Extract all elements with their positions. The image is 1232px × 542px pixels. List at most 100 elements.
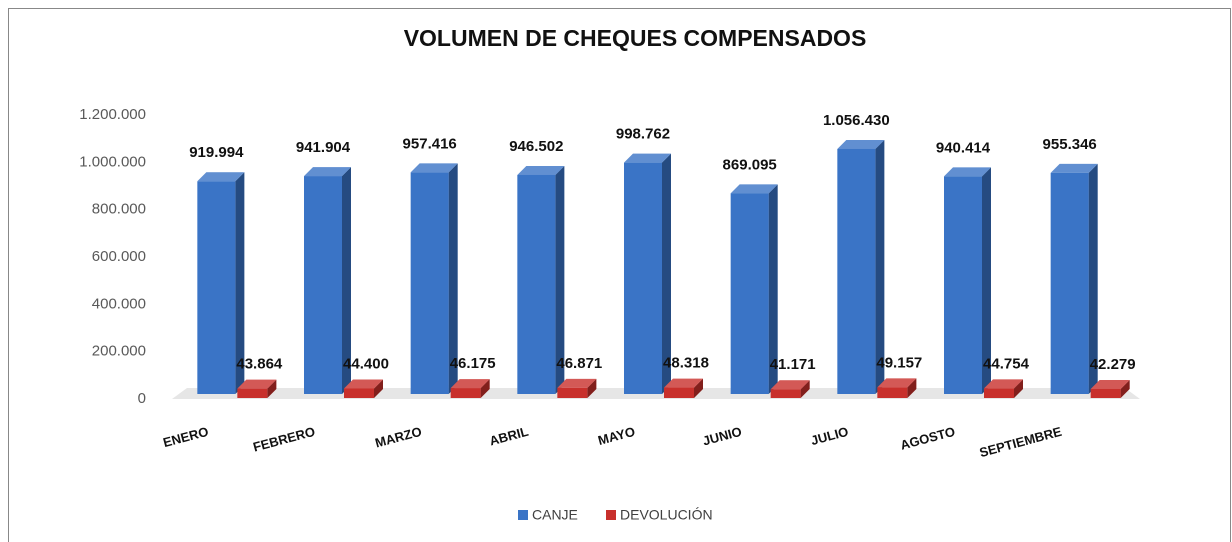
y-tick-label: 800.000 xyxy=(92,201,146,218)
bar xyxy=(197,181,236,394)
value-label: 955.346 xyxy=(1043,136,1097,153)
bar-top xyxy=(557,378,597,388)
bar-top xyxy=(664,378,703,388)
value-label: 941.904 xyxy=(296,139,351,156)
y-tick-label: 1.200.000 xyxy=(79,106,146,123)
value-label: 998.762 xyxy=(616,126,670,143)
bar-side-shade xyxy=(374,379,383,398)
bar-side-shade xyxy=(1120,379,1130,398)
legend-swatch xyxy=(518,510,528,520)
value-label: 869.095 xyxy=(723,156,777,173)
bar xyxy=(770,389,801,398)
bar-top xyxy=(304,167,351,177)
y-tick-label: 400.000 xyxy=(92,295,146,312)
bar-top xyxy=(197,172,245,182)
bar-top-shade xyxy=(877,378,917,388)
bar xyxy=(450,388,481,398)
bar-top xyxy=(410,163,458,173)
bar-side-shade xyxy=(875,139,885,394)
chart-title: VOLUMEN DE CHEQUES COMPENSADOS xyxy=(404,25,867,51)
bar-top-shade xyxy=(517,165,565,175)
bar-side xyxy=(768,184,778,394)
bar xyxy=(410,172,449,394)
bar-side-shade xyxy=(800,380,810,398)
bar-side xyxy=(555,165,565,394)
legend-label: CANJE xyxy=(532,507,578,523)
bar-side-shade xyxy=(768,184,778,394)
bar-top-shade xyxy=(770,380,810,390)
bar-top-shade xyxy=(1050,163,1098,173)
value-label: 42.279 xyxy=(1090,356,1136,373)
bar-side xyxy=(267,379,277,398)
value-label: 46.871 xyxy=(556,355,602,372)
bar-top xyxy=(944,167,991,177)
bar xyxy=(837,148,876,394)
bar-top-shade xyxy=(944,167,991,177)
bar-top-shade xyxy=(304,167,351,177)
bar-top xyxy=(624,153,671,163)
y-tick-label: 200.000 xyxy=(92,343,146,360)
bar-top xyxy=(450,379,490,389)
y-tick-label: 0 xyxy=(138,390,146,407)
bar-top-shade xyxy=(450,379,490,389)
legend-swatch xyxy=(606,510,616,520)
value-label: 44.400 xyxy=(343,355,389,372)
bar-top-shade xyxy=(624,153,671,163)
bar-side xyxy=(982,167,991,394)
legend-label: DEVOLUCIÓN xyxy=(620,507,713,523)
bar-top xyxy=(984,379,1023,389)
bar-top-shade xyxy=(410,163,458,173)
bar-side xyxy=(448,163,458,394)
value-label: 43.864 xyxy=(236,356,283,373)
value-label: 41.171 xyxy=(770,356,816,373)
bar-top-shade xyxy=(1090,379,1130,389)
bar-side-shade xyxy=(267,379,277,398)
bar-side-shade xyxy=(587,378,597,398)
bar-top xyxy=(1050,163,1098,173)
bar-side-shade xyxy=(1088,163,1098,394)
bar-side xyxy=(342,167,351,394)
bar-side-shade xyxy=(480,379,490,398)
bar-side-shade xyxy=(907,378,917,398)
bar-top xyxy=(837,139,885,149)
bar-top-shade xyxy=(344,379,383,389)
bar xyxy=(517,174,556,394)
bar-side xyxy=(875,139,885,394)
bar xyxy=(1090,388,1121,398)
value-label: 957.416 xyxy=(403,135,457,152)
bar-side-shade xyxy=(448,163,458,394)
y-tick-label: 600.000 xyxy=(92,248,146,265)
value-label: 49.157 xyxy=(876,354,922,371)
bar-side xyxy=(587,378,597,398)
bar-side-shade xyxy=(694,378,703,398)
value-label: 44.754 xyxy=(983,355,1030,372)
bar-side-shade xyxy=(555,165,565,394)
bar xyxy=(1050,172,1089,394)
y-tick-label: 1.000.000 xyxy=(79,153,146,170)
bar xyxy=(664,387,694,398)
bar xyxy=(624,162,662,394)
bar-side xyxy=(480,379,490,398)
bar-top-shade xyxy=(837,139,885,149)
bar-top-shade xyxy=(984,379,1023,389)
bar-top xyxy=(730,184,778,194)
value-label: 1.056.430 xyxy=(823,112,890,129)
value-label: 46.175 xyxy=(450,355,496,372)
bar-top-shade xyxy=(664,378,703,388)
bar-side xyxy=(374,379,383,398)
bar-side xyxy=(1014,379,1023,398)
value-label: 48.318 xyxy=(663,355,709,372)
bar-side xyxy=(1120,379,1130,398)
bar-side xyxy=(662,153,671,394)
bar-side-shade xyxy=(982,167,991,394)
bar-side-shade xyxy=(662,153,671,394)
bar-top-shade xyxy=(237,379,277,389)
bar-side-shade xyxy=(1014,379,1023,398)
value-label: 940.414 xyxy=(936,139,991,156)
bar xyxy=(237,388,268,398)
bar-top xyxy=(877,378,917,388)
bar-top xyxy=(1090,379,1130,389)
bar-side xyxy=(235,172,245,394)
bar-side-shade xyxy=(342,167,351,394)
